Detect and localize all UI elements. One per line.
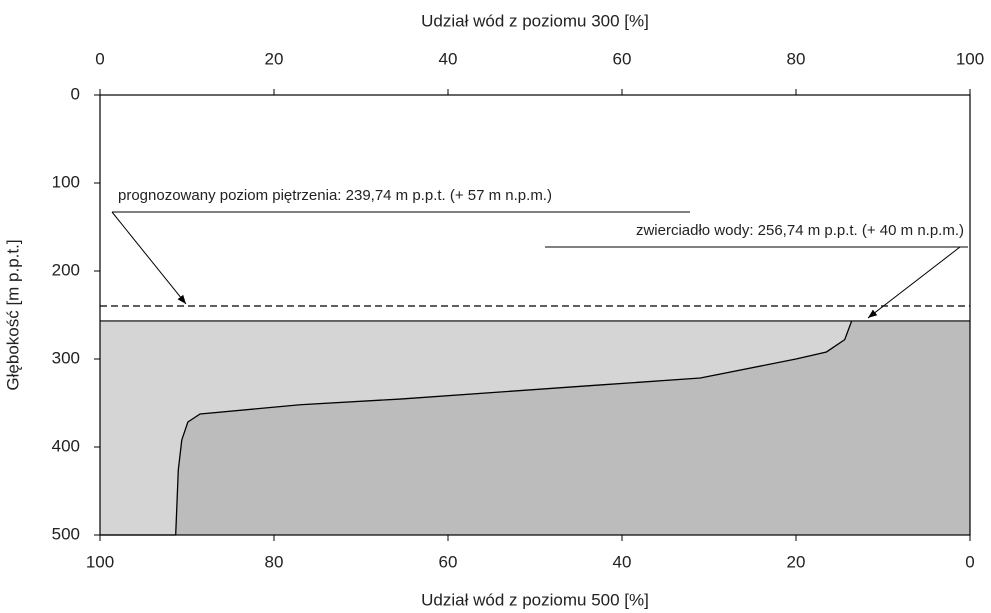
y-tick-label: 500 xyxy=(52,524,80,543)
bottom-axis-title: Udział wód z poziomu 500 [%] xyxy=(421,590,649,609)
x-tick-label: 80 xyxy=(787,49,806,68)
x2-tick-label: 20 xyxy=(787,552,806,571)
annotation: prognozowany poziom piętrzenia: 239,74 m… xyxy=(118,187,552,204)
y-tick-label: 300 xyxy=(52,348,80,367)
x2-tick-label: 80 xyxy=(265,552,284,571)
annotation-arrow xyxy=(111,211,187,305)
x2-tick-label: 0 xyxy=(965,552,974,571)
y-tick-label: 100 xyxy=(52,172,80,191)
fill-right xyxy=(175,320,970,535)
y-tick-label: 200 xyxy=(52,260,80,279)
curve xyxy=(175,320,853,536)
x2-tick-label: 60 xyxy=(439,552,458,571)
x-tick-label: 20 xyxy=(265,49,284,68)
y-axis-title: Głębokość [m p.p.t.] xyxy=(3,239,22,390)
x-tick-label: 60 xyxy=(613,49,632,68)
x2-tick-label: 40 xyxy=(613,552,632,571)
plot-frame xyxy=(99,94,971,536)
top-axis-title: Udział wód z poziomu 300 [%] xyxy=(421,11,649,30)
y-tick-label: 400 xyxy=(52,436,80,455)
x2-tick-label: 100 xyxy=(86,552,114,571)
annotation-arrow xyxy=(867,246,961,319)
y-tick-label: 0 xyxy=(71,84,80,103)
x-tick-label: 100 xyxy=(956,49,984,68)
x-tick-label: 0 xyxy=(95,49,104,68)
annotation: zwierciadło wody: 256,74 m p.p.t. (+ 40 … xyxy=(636,222,964,239)
x-tick-label: 40 xyxy=(439,49,458,68)
